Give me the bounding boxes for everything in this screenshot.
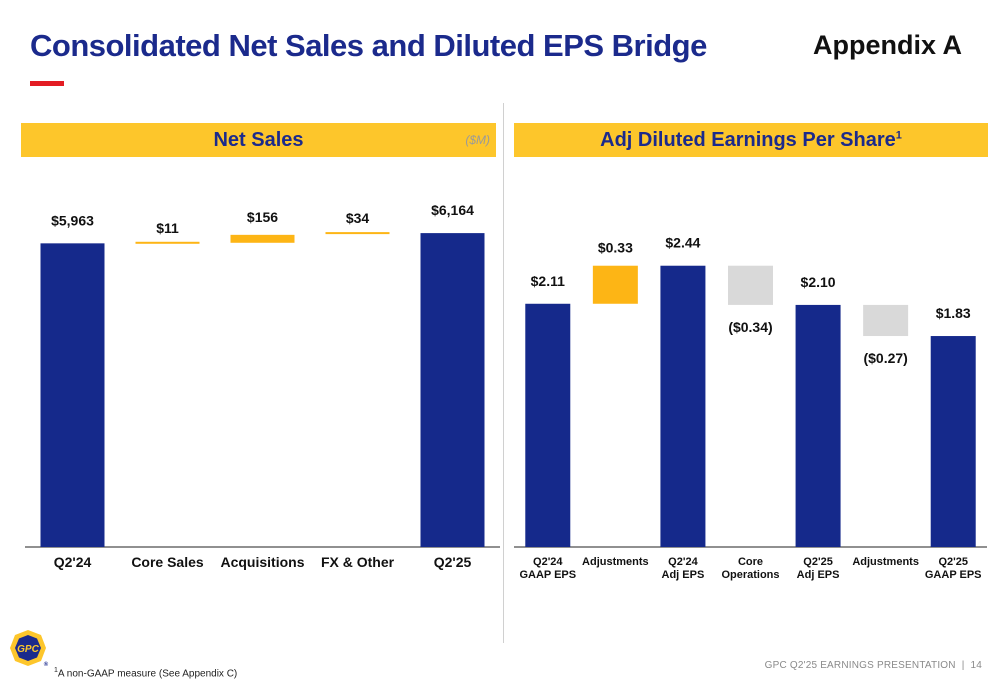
- eps-title-text: Adj Diluted Earnings Per Share: [600, 129, 896, 151]
- panel-divider: [503, 103, 504, 643]
- eps-category-label-5-line-1: Q2'25: [803, 556, 833, 568]
- logo-mark: ®: [44, 661, 49, 668]
- appendix-label: Appendix A: [812, 30, 962, 60]
- page-title: Consolidated Net Sales and Diluted EPS B…: [30, 28, 707, 63]
- eps-data-label-3: $2.44: [665, 235, 700, 251]
- net-sales-category-label-4: FX & Other: [321, 554, 395, 570]
- eps-category-label-4-line-2: Operations: [721, 569, 779, 581]
- title-accent-rule: [30, 81, 64, 86]
- net-sales-unit: ($M): [465, 133, 490, 147]
- eps-title: Adj Diluted Earnings Per Share1: [514, 123, 988, 157]
- eps-data-label-7: $1.83: [936, 305, 971, 321]
- logo-text: GPC: [17, 644, 39, 655]
- eps-data-label-4: ($0.34): [728, 319, 772, 335]
- eps-category-label-1-line-2: GAAP EPS: [519, 569, 576, 581]
- eps-data-label-6: ($0.27): [863, 350, 907, 366]
- eps-category-label-5-line-2: Adj EPS: [797, 569, 840, 581]
- eps-bar-6: [863, 304, 909, 337]
- footnote: 1A non-GAAP measure (See Appendix C): [54, 667, 237, 679]
- eps-header-band: Adj Diluted Earnings Per Share1: [514, 123, 988, 157]
- eps-category-label-3-line-2: Adj EPS: [662, 569, 705, 581]
- eps-category-label-4-line-1: Core: [738, 556, 763, 568]
- footnote-text: A non-GAAP measure (See Appendix C): [57, 668, 238, 680]
- net-sales-bar-2: [135, 241, 200, 244]
- eps-title-footnote-mark: 1: [895, 129, 902, 142]
- eps-category-label-6: Adjustments: [852, 556, 919, 568]
- eps-data-label-5: $2.10: [801, 274, 836, 290]
- eps-category-label-2: Adjustments: [582, 556, 649, 568]
- gpc-logo-icon: GPC ®: [10, 630, 49, 668]
- eps-bar-4: [728, 265, 773, 305]
- footnote-mark: 1: [54, 667, 58, 674]
- eps-category-label-1-line-1: Q2'24: [533, 556, 563, 568]
- footer-separator: |: [961, 660, 965, 671]
- net-sales-category-label-3: Acquisitions: [220, 554, 304, 570]
- net-sales-category-label-1: Q2'24: [54, 554, 92, 570]
- net-sales-bar-1: [40, 243, 105, 547]
- net-sales-bar-3: [230, 234, 295, 243]
- net-sales-category-label-5: Q2'25: [434, 554, 472, 570]
- net-sales-bar-5: [420, 233, 485, 547]
- net-sales-data-label-4: $34: [346, 210, 370, 226]
- footer-text: GPC Q2'25 EARNINGS PRESENTATION: [764, 660, 956, 671]
- net-sales-data-label-5: $6,164: [431, 202, 474, 218]
- page-number: 14: [970, 660, 982, 671]
- footer: GPC Q2'25 EARNINGS PRESENTATION | 14: [765, 660, 982, 671]
- net-sales-data-label-1: $5,963: [51, 212, 94, 228]
- eps-category-label-7-line-2: GAAP EPS: [925, 569, 982, 581]
- gpc-logo: GPC ®: [8, 628, 49, 668]
- eps-category-label-7-line-1: Q2'25: [938, 556, 968, 568]
- eps-bar-1: [525, 303, 571, 547]
- eps-data-label-1: $2.11: [531, 273, 565, 289]
- eps-category-label-3-line-1: Q2'24: [668, 556, 698, 568]
- net-sales-data-label-3: $156: [247, 209, 278, 225]
- net-sales-category-label-2: Core Sales: [131, 554, 204, 570]
- net-sales-title: Net Sales: [213, 129, 304, 151]
- eps-bar-7: [930, 336, 976, 547]
- net-sales-data-label-2: $11: [156, 220, 179, 236]
- eps-data-label-2: $0.33: [598, 240, 633, 256]
- net-sales-header-band: Net Sales ($M): [21, 123, 496, 157]
- eps-bar-5: [795, 304, 841, 547]
- net-sales-bar-4: [325, 232, 390, 235]
- eps-bar-3: [660, 265, 706, 547]
- eps-bar-2: [592, 265, 638, 304]
